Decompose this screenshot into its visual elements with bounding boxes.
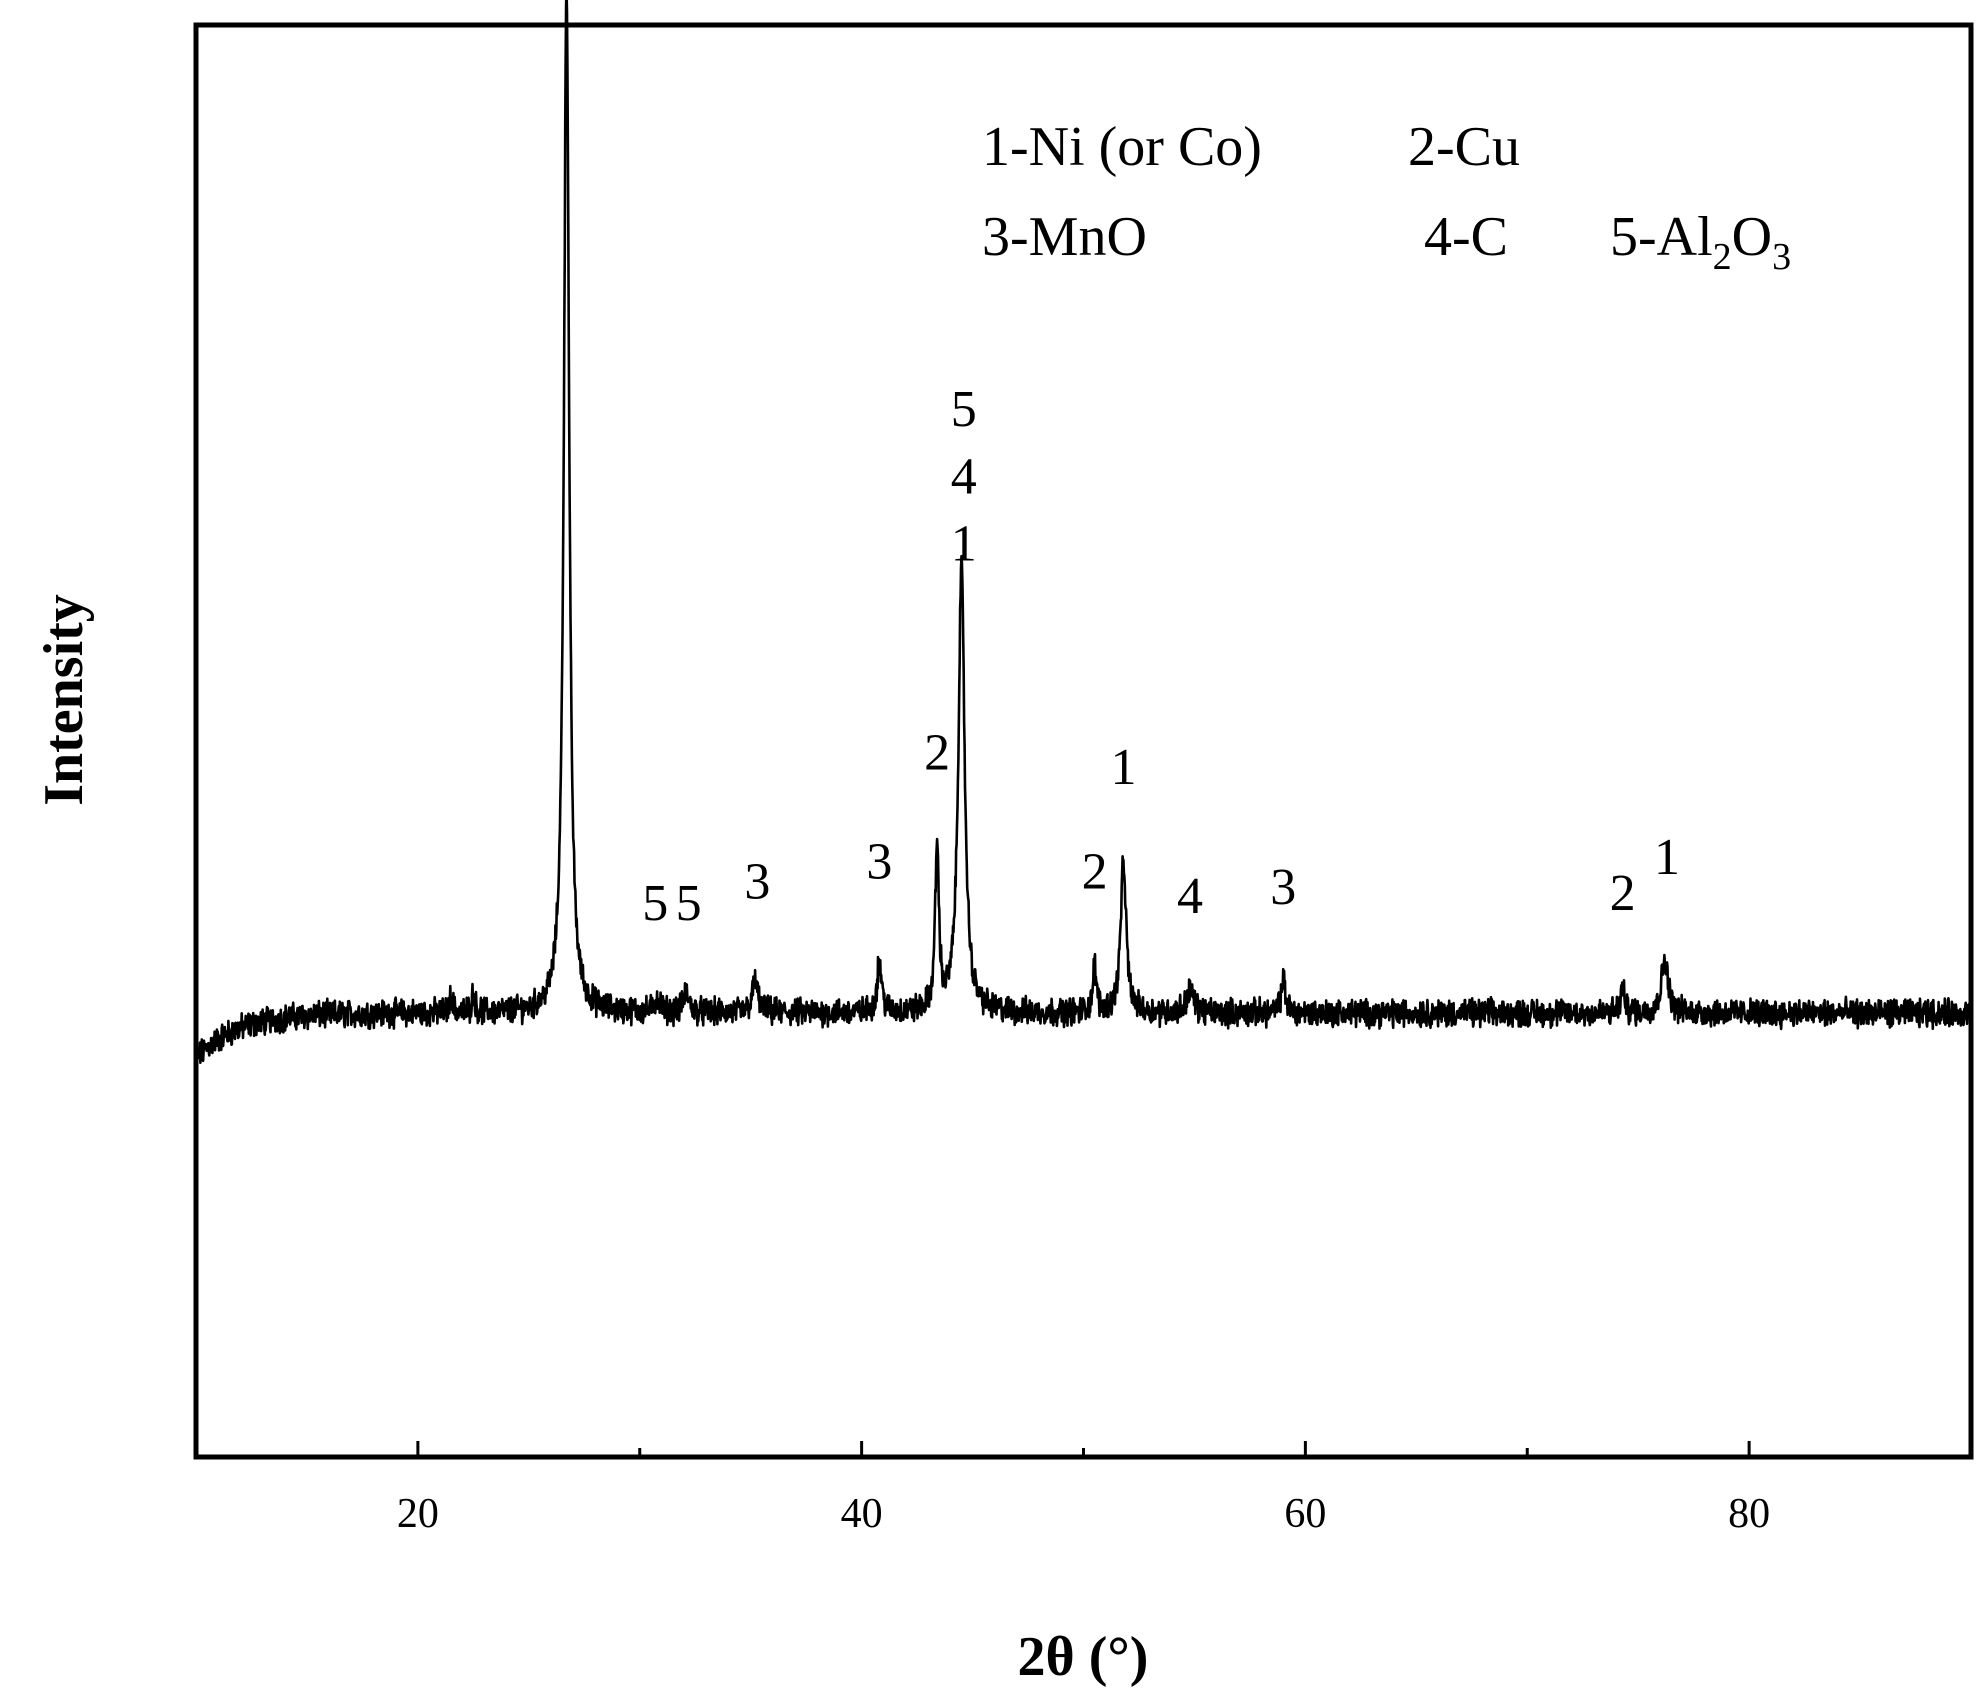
peak-label-10: 1 — [1110, 739, 1136, 796]
x-tick-label-60: 60 — [1284, 1491, 1326, 1537]
peak-label-5: 2 — [924, 725, 950, 782]
x-tick-label-20: 20 — [397, 1491, 439, 1537]
y-axis-title: Intensity — [33, 594, 95, 806]
peak-label-13: 2 — [1610, 865, 1636, 922]
peak-label-6: 5 — [951, 381, 977, 438]
peak-label-1: 5 — [642, 875, 668, 932]
legend-entry-2: 2-Cu — [1408, 116, 1520, 178]
peak-label-12: 3 — [1270, 859, 1296, 916]
legend: 1-Ni (or Co) 2-Cu 3-MnO 4-C 5-Al2O3 — [982, 116, 1791, 278]
peak-label-3: 3 — [744, 854, 770, 911]
x-axis-ticks — [416, 1441, 1751, 1457]
peak-label-9: 2 — [1082, 843, 1108, 900]
legend-entry-1: 1-Ni (or Co) — [982, 116, 1262, 178]
x-axis-tick-labels: 20 40 60 80 — [397, 1491, 1770, 1537]
legend-entry-4: 4-C — [1424, 206, 1508, 268]
peak-label-7: 4 — [951, 448, 977, 505]
legend-entry-5-main: 5-Al — [1610, 206, 1713, 268]
peak-labels: 455332541214321 — [642, 381, 1680, 932]
peak-label-8: 1 — [951, 516, 977, 573]
peak-label-14: 1 — [1654, 829, 1680, 886]
peak-label-2: 5 — [676, 875, 702, 932]
legend-entry-5-sub2: 3 — [1772, 236, 1791, 278]
xrd-pattern-line — [194, 0, 1973, 1064]
x-axis-title: 2θ (°) — [1018, 1626, 1149, 1688]
legend-entry-3: 3-MnO — [982, 206, 1147, 268]
peak-label-4: 3 — [866, 833, 892, 890]
legend-entry-5-sub1: 2 — [1713, 236, 1732, 278]
peak-label-11: 4 — [1177, 868, 1203, 925]
x-tick-label-40: 40 — [841, 1491, 883, 1537]
legend-entry-5: 5-Al2O3 — [1610, 206, 1791, 278]
x-tick-label-80: 80 — [1728, 1491, 1770, 1537]
legend-entry-5-mid: O — [1732, 206, 1772, 268]
